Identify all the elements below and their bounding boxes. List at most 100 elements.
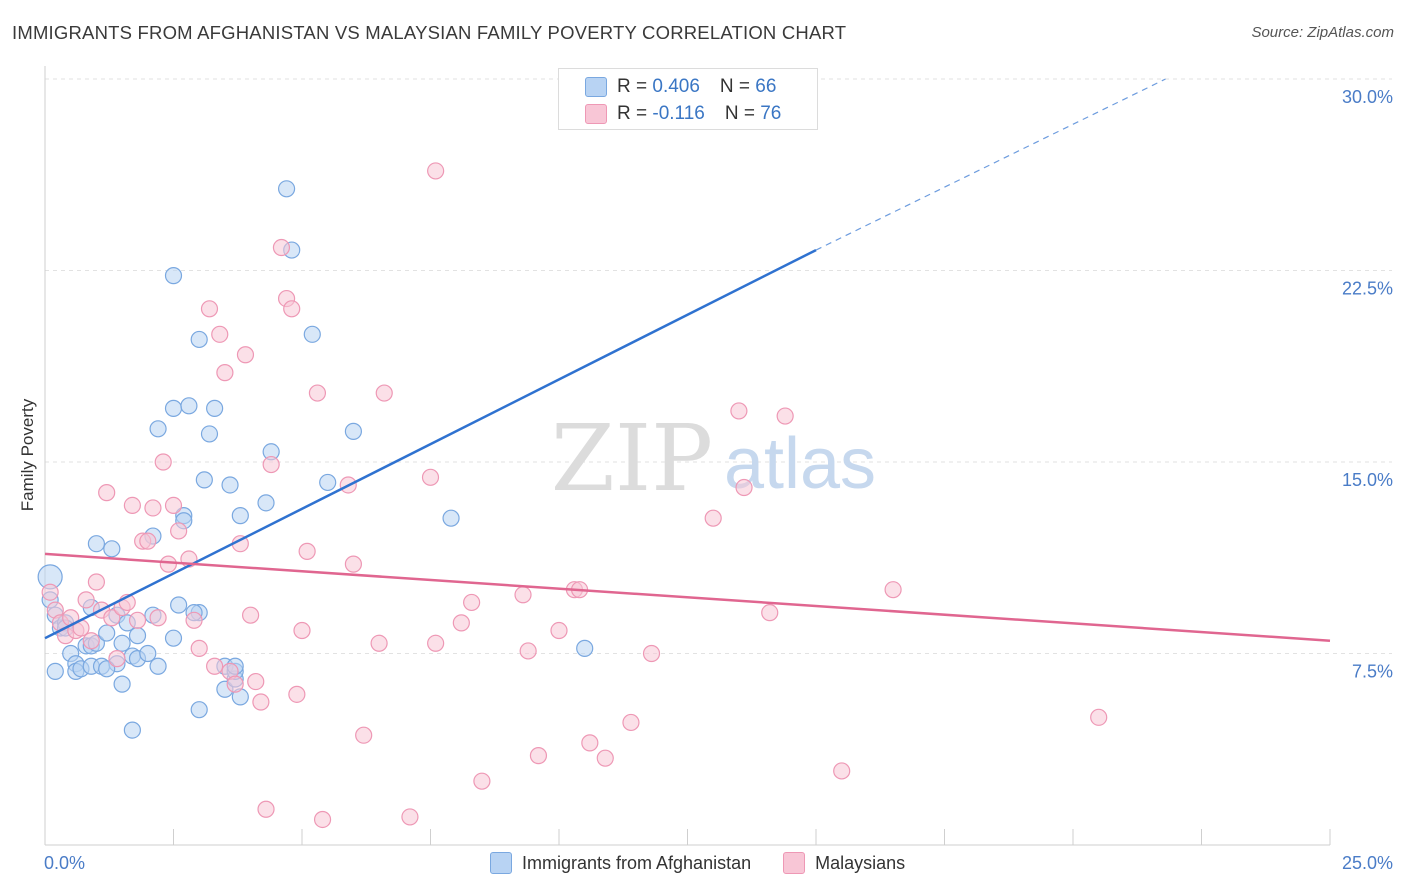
legend-r-value: 0.406	[652, 76, 700, 97]
malaysian-point	[283, 300, 301, 318]
y-tick-label: 22.5%	[1342, 279, 1393, 299]
malaysian-point	[884, 581, 902, 599]
afghanistan-point	[344, 422, 362, 440]
legend-row-pink: R = -0.116 N = 76	[585, 101, 781, 127]
afghanistan-point	[164, 399, 183, 417]
malaysian-point	[581, 734, 599, 752]
malaysian-point	[519, 642, 537, 660]
malaysian-point	[211, 325, 229, 343]
malaysian-point	[293, 621, 311, 640]
chart-source: Source: ZipAtlas.com	[1251, 24, 1394, 41]
malaysian-point	[550, 621, 568, 640]
malaysian-point	[128, 611, 147, 629]
malaysian-point	[288, 685, 306, 703]
afghanistan-point	[128, 627, 147, 645]
malaysian-point	[170, 522, 188, 540]
malaysian-point	[730, 402, 748, 420]
malaysian-point	[421, 468, 440, 486]
y-tick-label: 15.0%	[1342, 470, 1393, 490]
afghanistan-point	[149, 657, 167, 675]
watermark: ZIP atlas	[551, 405, 876, 512]
malaysian-trend-line	[44, 552, 1331, 642]
afghanistan-point	[139, 644, 157, 663]
malaysian-point	[401, 808, 419, 826]
tick-labels: 7.5% 15.0% 22.5% 30.0% 0.0% 25.0%	[44, 87, 1393, 873]
malaysian-point	[308, 384, 327, 402]
afghanistan-point	[576, 639, 594, 657]
malaysian-point	[463, 593, 481, 612]
afghanistan-point	[170, 596, 188, 614]
malaysian-point	[139, 532, 157, 550]
malaysian-point	[313, 810, 332, 829]
malaysian-point	[226, 675, 244, 693]
legend-r-value: -0.116	[652, 103, 705, 124]
legend-swatch-blue	[490, 852, 512, 874]
series-legend: Immigrants from Afghanistan Malaysians	[490, 852, 927, 874]
malaysian-point	[427, 634, 445, 652]
watermark-zip: ZIP	[551, 405, 713, 512]
malaysian-point	[452, 614, 470, 632]
malaysian-point	[103, 609, 121, 627]
legend-n-label: N =	[724, 103, 761, 124]
malaysian-point	[236, 346, 255, 364]
malaysian-point	[77, 591, 95, 609]
malaysian-point	[344, 555, 362, 573]
afghanistan-point	[87, 535, 106, 553]
malaysian-point	[370, 634, 388, 652]
afghanistan-point	[190, 330, 208, 349]
malaysian-point	[262, 455, 280, 474]
y-tick-label: 7.5%	[1352, 662, 1393, 682]
afghanistan-point	[190, 701, 208, 719]
malaysian-point	[98, 484, 116, 502]
malaysian-point	[1090, 708, 1108, 726]
afghanistan-point	[46, 662, 64, 680]
chart-title: IMMIGRANTS FROM AFGHANISTAN VS MALAYSIAN…	[12, 22, 847, 43]
legend-label-afghanistan: Immigrants from Afghanistan	[522, 852, 752, 873]
malaysian-point	[185, 611, 203, 629]
malaysian-point	[41, 583, 59, 601]
legend-label-malaysians: Malaysians	[815, 852, 906, 873]
afghanistan-point	[180, 397, 198, 415]
malaysian-point	[257, 800, 275, 818]
y-tick-label: 30.0%	[1342, 87, 1393, 107]
afghanistan-point	[123, 721, 141, 739]
afghanistan-point	[195, 471, 213, 489]
malaysian-point	[87, 573, 106, 591]
afghanistan-point	[200, 425, 219, 443]
malaysian-point	[164, 496, 183, 515]
legend-swatch-pink	[783, 852, 806, 874]
malaysian-point	[159, 555, 177, 573]
afghanistan-point	[113, 634, 131, 652]
afghanistan-point	[164, 629, 183, 647]
legend-n-label: N =	[719, 76, 756, 97]
afghanistan-point	[277, 180, 296, 198]
afghanistan-point	[231, 507, 249, 525]
malaysian-point	[242, 606, 260, 624]
afghanistan-point	[113, 675, 131, 693]
afghanistan-point	[319, 473, 337, 492]
malaysian-point	[200, 300, 219, 318]
afghanistan-point	[98, 660, 116, 678]
malaysian-point	[123, 496, 141, 515]
malaysian-point	[529, 747, 548, 765]
malaysian-point	[642, 644, 661, 663]
legend-item-afghanistan: Immigrants from Afghanistan	[490, 852, 751, 874]
legend-r-label: R =	[617, 103, 653, 124]
afghanistan-point	[257, 494, 275, 512]
malaysian-point	[596, 749, 614, 767]
malaysian-point	[735, 478, 753, 497]
malaysian-point	[622, 713, 640, 732]
afghanistan-trend-extension	[815, 78, 1166, 251]
malaysian-point	[473, 772, 491, 790]
afghanistan-point	[303, 325, 321, 343]
malaysian-point	[272, 238, 291, 257]
legend-n-value: 76	[760, 103, 782, 124]
axes	[44, 66, 1331, 846]
legend-swatch-pink	[585, 104, 607, 124]
malaysian-point	[149, 609, 167, 627]
legend-r-label: R =	[617, 76, 653, 97]
malaysian-point	[154, 453, 172, 471]
malaysian-point	[144, 499, 162, 517]
malaysian-point	[427, 162, 445, 180]
